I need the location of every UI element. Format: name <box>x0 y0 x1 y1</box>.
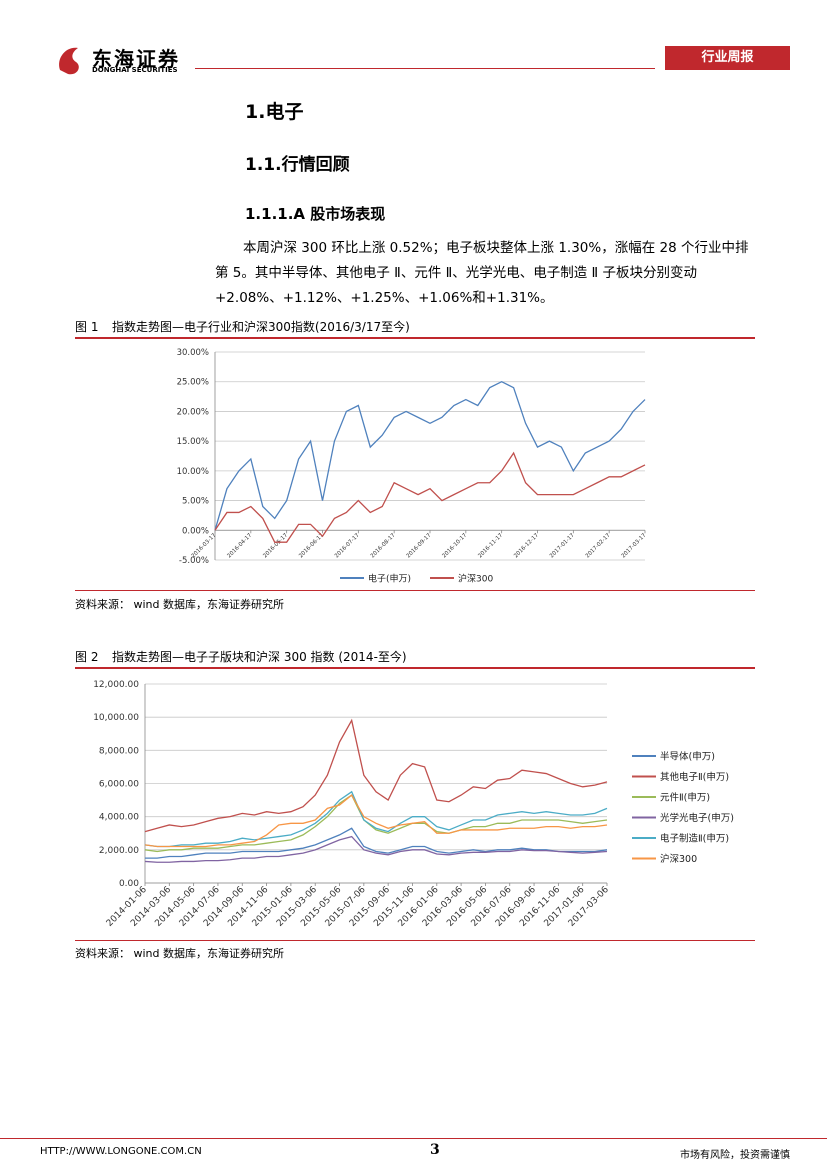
x-tick-label: 2016-05-17 <box>262 532 289 559</box>
footer-line <box>0 1138 827 1139</box>
y-tick-label: 8,000.00 <box>99 746 139 756</box>
figure-top-rule <box>75 667 755 669</box>
legend-label: 光学光电子(申万) <box>660 812 734 824</box>
figure-number: 图 1 <box>75 320 99 334</box>
footer-url: HTTP://WWW.LONGONE.COM.CN <box>40 1146 202 1157</box>
figure-top-rule <box>75 337 755 339</box>
y-tick-label: 10,000.00 <box>93 713 139 723</box>
y-tick-label: 6,000.00 <box>99 780 139 790</box>
x-tick-label: 2016-08-17 <box>370 532 397 559</box>
x-tick-label: 2017-03-17 <box>621 532 648 559</box>
logo-en: DONGHAI SECURITIES <box>92 66 178 74</box>
report-tag: 行业周报 <box>665 46 790 70</box>
series-line <box>144 790 608 848</box>
figure-caption: 指数走势图—电子行业和沪深300指数(2016/3/17至今) <box>112 320 410 334</box>
x-tick-label: 2016-04-17 <box>226 532 253 559</box>
series-line <box>144 794 608 848</box>
y-tick-label: 25.00% <box>177 378 209 388</box>
y-tick-label: 5.00% <box>182 497 209 507</box>
figure-bottom-rule <box>75 590 755 591</box>
chart: -5.00% 0.00% 5.00% 10.00% 15.00% 20.00% 25.00%… <box>177 348 648 585</box>
x-tick-label: 2016-07-17 <box>334 532 361 559</box>
heading-2: 1.1.行情回顾 <box>245 155 350 175</box>
heading-1: 1.电子 <box>245 101 304 123</box>
figure-source: 资料来源： wind 数据库，东海证券研究所 <box>75 947 284 960</box>
figure-number: 图 2 <box>75 650 99 664</box>
figure-source: 资料来源： wind 数据库，东海证券研究所 <box>75 598 284 611</box>
logo-icon <box>59 47 81 75</box>
y-tick-label: -5.00% <box>179 556 209 566</box>
figure-caption: 指数走势图—电子子版块和沪深 300 指数 (2014-至今) <box>112 650 407 664</box>
x-tick-label: 2017-01-17 <box>549 532 576 559</box>
heading-3: 1.1.1.A 股市场表现 <box>245 205 386 223</box>
footer-disclaimer: 市场有风险，投资需谨慎 <box>680 1150 790 1161</box>
legend-label: 电子(申万) <box>368 573 411 585</box>
header-line <box>195 68 655 69</box>
series-line <box>145 827 608 859</box>
page-number: 3 <box>430 1142 440 1158</box>
y-tick-label: 30.00% <box>177 348 209 358</box>
logo-cn: 东海证券 <box>92 47 180 71</box>
legend-label: 半导体(申万) <box>660 751 715 763</box>
y-tick-label: 0.00 <box>119 879 139 889</box>
series-line <box>144 794 608 853</box>
series-line <box>214 451 646 543</box>
paragraph: 本周沪深 300 环比上涨 0.52%；电子板块整体上涨 1.30%，涨幅在 2… <box>215 240 749 306</box>
y-tick-label: 4,000.00 <box>99 813 139 823</box>
x-tick-label: 2016-11-17 <box>477 532 504 559</box>
y-tick-label: 12,000.00 <box>93 680 139 690</box>
chart: 0.00 2,000.00 4,000.00 6,000.00 8,000.00 10,0… <box>93 680 734 929</box>
legend-label: 电子制造Ⅱ(申万) <box>660 833 729 845</box>
x-tick-label: 2016-06-17 <box>298 532 325 559</box>
y-tick-label: 20.00% <box>177 407 209 417</box>
x-tick-label: 2016-09-17 <box>406 532 433 559</box>
series-line <box>144 835 608 863</box>
y-tick-label: 15.00% <box>177 437 209 447</box>
x-tick-label: 2016-10-17 <box>441 532 468 559</box>
y-tick-label: 2,000.00 <box>99 846 139 856</box>
legend-label: 沪深300 <box>660 853 697 865</box>
x-tick-label: 2017-02-17 <box>585 532 612 559</box>
y-tick-label: 10.00% <box>177 467 209 477</box>
legend-label: 元件Ⅱ(申万) <box>660 792 710 804</box>
figure-bottom-rule <box>75 940 755 941</box>
x-tick-label: 2016-12-17 <box>513 532 540 559</box>
legend-label: 沪深300 <box>458 573 493 585</box>
series-line <box>214 380 646 531</box>
legend-label: 其他电子Ⅱ(申万) <box>660 771 729 783</box>
series-line <box>144 718 608 833</box>
y-tick-label: 0.00% <box>182 526 209 536</box>
